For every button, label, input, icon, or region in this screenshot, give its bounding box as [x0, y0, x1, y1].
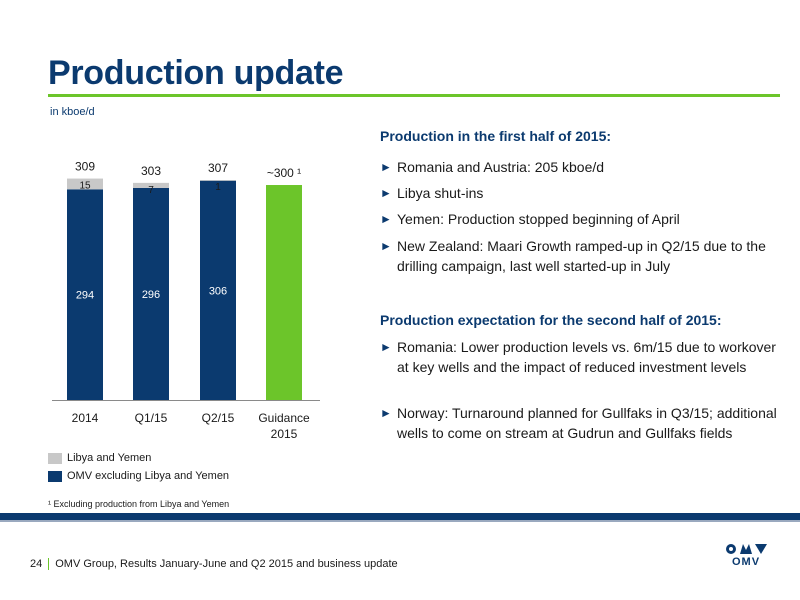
x-tick-label: Q2/15 — [202, 411, 235, 425]
data-label-libya-yemen: 7 — [148, 185, 154, 196]
section-second-half: Production expectation for the second ha… — [380, 310, 780, 330]
total-label: 303 — [141, 164, 161, 178]
x-tick-label: Guidance — [258, 411, 310, 425]
omv-logo-text: OMV — [731, 556, 761, 568]
footer-text: OMV Group, Results January-June and Q2 2… — [55, 558, 398, 570]
x-tick-label: 2014 — [72, 411, 99, 425]
footer-band-accent — [0, 520, 800, 522]
title-rule — [48, 94, 780, 97]
total-label: 309 — [75, 160, 95, 174]
bullet-item: ► Romania and Austria: 205 kboe/d — [380, 157, 780, 177]
data-label-omv: 296 — [142, 289, 160, 301]
bullet-text: Romania and Austria: 205 kboe/d — [397, 159, 605, 175]
footer: 24 OMV Group, Results January-June and Q… — [30, 558, 398, 570]
bar-libya-yemen — [133, 182, 169, 188]
omv-logo: OMV — [722, 543, 770, 568]
bullet-item: ► Libya shut-ins — [380, 183, 780, 203]
arrow-bullet-icon: ► — [380, 160, 392, 174]
omv-logo-mark — [726, 544, 767, 554]
total-label: 307 — [208, 161, 228, 175]
arrow-bullet-icon: ► — [380, 406, 392, 420]
arrow-bullet-icon: ► — [380, 212, 392, 226]
bar-libya-yemen — [67, 178, 103, 190]
legend-swatch-omv — [48, 470, 62, 482]
chart-unit-label: in kboe/d — [50, 106, 95, 118]
total-label: ~300 ¹ — [267, 166, 301, 180]
bullet-text: Yemen: Production stopped beginning of A… — [397, 211, 680, 227]
section-second-half-title: Production expectation for the second ha… — [380, 312, 722, 328]
bullet-text: Norway: Turnaround planned for Gullfaks … — [397, 405, 777, 441]
bar-omv-excl-libya-yemen — [67, 189, 103, 400]
bullet-text: Romania: Lower production levels vs. 6m/… — [397, 339, 776, 375]
footer-band — [0, 513, 800, 520]
section-first-half-title: Production in the first half of 2015: — [380, 128, 612, 144]
section-first-half: Production in the first half of 2015: — [380, 126, 780, 146]
bullet-item: ► Norway: Turnaround planned for Gullfaks… — [380, 403, 780, 443]
bullet-item: ► Yemen: Production stopped beginning of … — [380, 209, 780, 229]
data-label-omv: 306 — [209, 285, 227, 297]
arrow-bullet-icon: ► — [380, 239, 392, 253]
legend-label-omv: OMV excluding Libya and Yemen — [67, 470, 230, 482]
bullet-text: New Zealand: Maari Growth ramped-up in Q… — [397, 238, 766, 274]
bar-omv-excl-libya-yemen — [133, 187, 169, 400]
bullet-item: ► Romania: Lower production levels vs. 6m… — [380, 337, 780, 377]
bar-guidance — [266, 185, 302, 400]
data-label-omv: 294 — [76, 290, 94, 302]
legend-item-omv: OMV excluding Libya and Yemen — [48, 470, 229, 482]
bar-omv-excl-libya-yemen — [200, 180, 236, 400]
x-tick-label: Q1/15 — [135, 411, 168, 425]
page-number: 24 — [30, 558, 50, 570]
legend-swatch-libya — [48, 452, 62, 464]
bullet-item: ► New Zealand: Maari Growth ramped-up in … — [380, 236, 780, 276]
data-label-libya-yemen: 1 — [215, 182, 221, 193]
legend-item-libya: Libya and Yemen — [48, 452, 151, 464]
footnote: ¹ Excluding production from Libya and Ye… — [48, 499, 230, 509]
bar-libya-yemen — [200, 180, 236, 181]
page-title: Production update — [48, 54, 344, 92]
production-chart: 294 15 309 2014 296 7 303 Q1/15 306 1 307 Q2/15 ~300… — [52, 160, 320, 441]
arrow-bullet-icon: ► — [380, 340, 392, 354]
bullet-text: Libya shut-ins — [397, 185, 484, 201]
legend-label-libya: Libya and Yemen — [67, 452, 152, 464]
data-label-libya-yemen: 15 — [79, 181, 91, 192]
x-tick-label: 2015 — [271, 427, 298, 441]
arrow-bullet-icon: ► — [380, 186, 392, 200]
